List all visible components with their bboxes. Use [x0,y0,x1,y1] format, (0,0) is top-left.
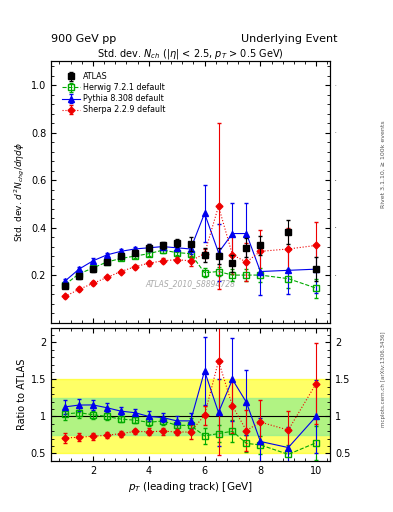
Bar [51,379,330,454]
X-axis label: $p_T$ (leading track) [GeV]: $p_T$ (leading track) [GeV] [128,480,253,494]
Y-axis label: Std. dev. $d^2N_{chg}/d\eta d\phi$: Std. dev. $d^2N_{chg}/d\eta d\phi$ [12,142,27,242]
Text: ATLAS_2010_S8894728: ATLAS_2010_S8894728 [145,279,236,288]
Text: Rivet 3.1.10, ≥ 100k events: Rivet 3.1.10, ≥ 100k events [381,120,386,208]
Title: Std. dev. $N_{ch}$ ($|\eta|$ < 2.5, $p_T$ > 0.5 GeV): Std. dev. $N_{ch}$ ($|\eta|$ < 2.5, $p_T… [97,48,284,61]
Text: Underlying Event: Underlying Event [241,33,338,44]
Text: 900 GeV pp: 900 GeV pp [51,33,116,44]
Legend: ATLAS, Herwig 7.2.1 default, Pythia 8.308 default, Sherpa 2.2.9 default: ATLAS, Herwig 7.2.1 default, Pythia 8.30… [61,71,167,116]
Text: mcplots.cern.ch [arXiv:1306.3436]: mcplots.cern.ch [arXiv:1306.3436] [381,331,386,426]
Y-axis label: Ratio to ATLAS: Ratio to ATLAS [17,358,27,430]
Bar [51,398,330,435]
